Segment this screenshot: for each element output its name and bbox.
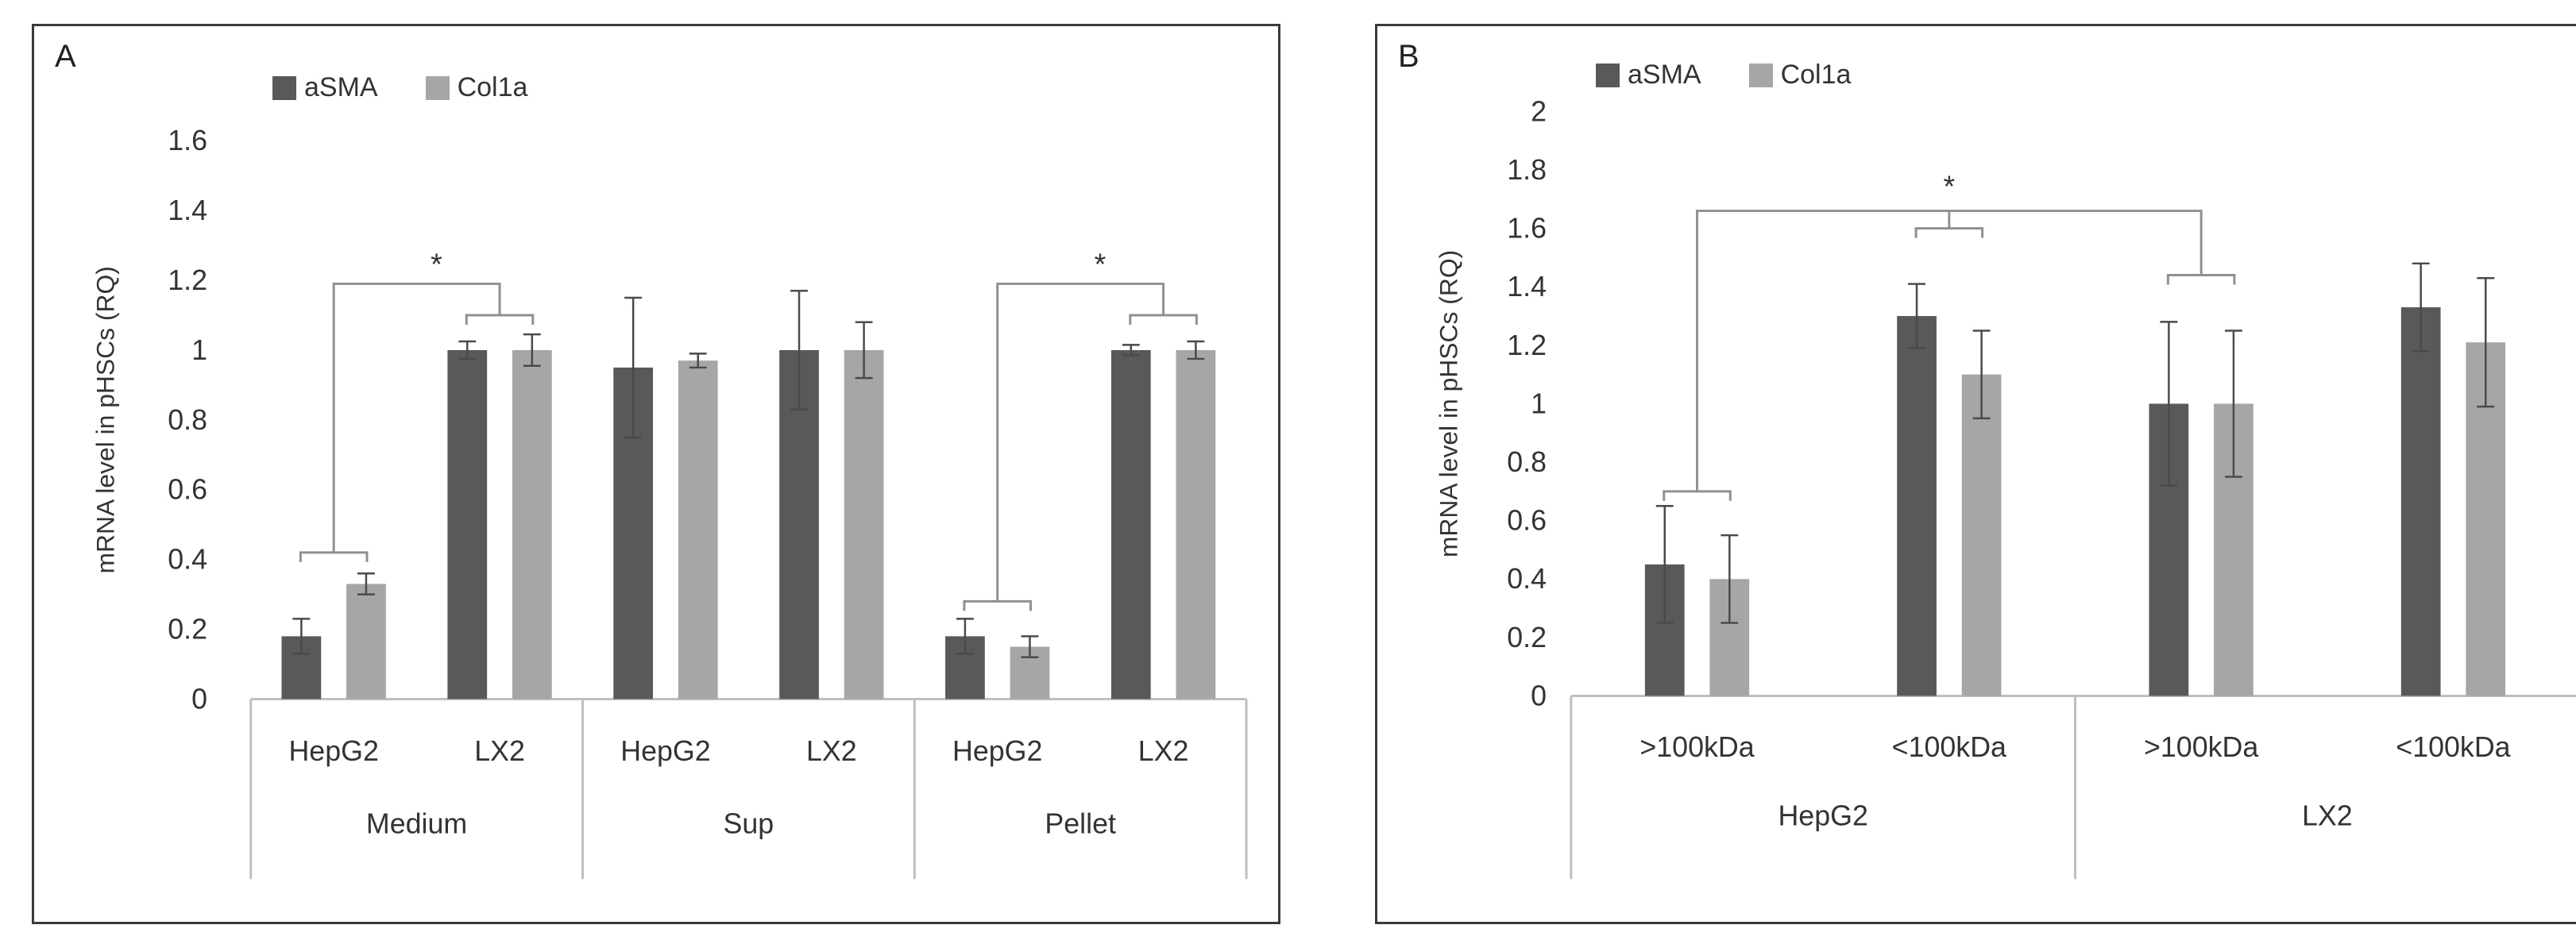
significance-star: * [431, 249, 442, 282]
x-category-label: LX2 [806, 735, 857, 767]
bar-col1a [346, 584, 386, 699]
legend-swatch-asma [1596, 63, 1620, 87]
significance-bracket [1663, 490, 1732, 501]
bar-asma [1110, 349, 1151, 699]
chart-a: 1.6 1.4 1.2 1 0.8 0.6 0.4 0.2 0 mRNA level in pHS… [91, 125, 1248, 880]
y-tick-label: 1.2 [168, 264, 207, 296]
bar-asma [1897, 316, 1937, 696]
x-category-label: HepG2 [620, 735, 710, 767]
legend-a: aSMA Col1a [272, 72, 575, 103]
y-tick-label: 0.4 [1507, 563, 1547, 595]
y-tick-label: 1.4 [1507, 271, 1547, 303]
bar-col1a [512, 349, 552, 699]
y-tick-label: 1.2 [1507, 329, 1547, 361]
panel-label-a: A [55, 39, 76, 74]
y-tick-label: 0.4 [168, 544, 207, 576]
y-tick-label: 0.8 [1507, 446, 1547, 478]
legend-b: aSMA Col1a [1596, 60, 1898, 91]
significance-bracket [465, 314, 535, 325]
x-category-label: HepG2 [288, 735, 378, 767]
x-category-label: <100kDa [1892, 731, 2006, 763]
x-category-label: HepG2 [952, 735, 1042, 767]
legend-swatch-col1a [425, 75, 450, 100]
y-axis-title: mRNA level in pHSCs (RQ) [91, 266, 120, 573]
y-tick-label: 1.6 [1507, 213, 1547, 245]
x-category-label: >100kDa [1639, 731, 1754, 763]
legend-item-asma: aSMA [1596, 60, 1701, 91]
significance-line [332, 282, 501, 553]
panel-b: 2 1.8 1.6 1.4 1.2 1 0.8 0.6 0.4 0.2 0 mRNA level in… [1375, 24, 2576, 924]
legend-label-asma: aSMA [304, 72, 378, 102]
y-tick-label: 0.2 [1507, 622, 1547, 653]
y-tick-label: 0.6 [168, 474, 207, 506]
y-tick-label: 1.8 [1507, 154, 1547, 186]
y-tick-label: 1 [1531, 387, 1547, 419]
significance-line [1696, 210, 2203, 491]
x-category-label: <100kDa [2396, 731, 2510, 763]
significance-line [996, 282, 1165, 602]
y-tick-label: 2 [1531, 95, 1547, 127]
legend-label-col1a: Col1a [1780, 60, 1852, 90]
panel-a: 1.6 1.4 1.2 1 0.8 0.6 0.4 0.2 0 mRNA level in pHS… [32, 24, 1280, 924]
y-tick-label: 1 [191, 334, 207, 366]
significance-bracket [1129, 314, 1198, 325]
significance-bracket [299, 551, 369, 562]
bar-col1a [1961, 374, 2002, 696]
y-tick-label: 1.4 [168, 195, 207, 226]
significance-star: * [1943, 171, 1955, 204]
x-group-label: Pellet [1045, 808, 1116, 840]
x-category-label: LX2 [1138, 735, 1189, 767]
y-tick-label: 0 [1531, 680, 1547, 711]
bar-col1a [678, 360, 718, 699]
bar-asma [447, 349, 488, 699]
y-tick-label: 0.6 [1507, 505, 1547, 537]
bar-asma [2400, 307, 2441, 696]
y-tick-label: 0.2 [168, 614, 207, 645]
legend-label-col1a: Col1a [457, 72, 528, 102]
legend-item-asma: aSMA [272, 72, 378, 103]
y-tick-label: 0 [191, 683, 207, 715]
legend-swatch-col1a [1748, 63, 1773, 87]
bar-col1a [1176, 349, 1216, 699]
panel-label-b: B [1398, 39, 1419, 74]
significance-bracket [963, 599, 1032, 611]
significance-star: * [1095, 249, 1106, 282]
significance-bracket [1914, 227, 1984, 238]
significance-bracket [2166, 274, 2236, 285]
x-group-label: Sup [724, 808, 774, 840]
x-group-label: Medium [366, 808, 467, 840]
y-tick-label: 0.8 [168, 404, 207, 436]
chart-b: 2 1.8 1.6 1.4 1.2 1 0.8 0.6 0.4 0.2 0 mRNA level in… [1435, 95, 2576, 880]
y-tick-label: 1.6 [168, 125, 207, 156]
x-group-label: LX2 [2302, 800, 2353, 832]
legend-swatch-asma [272, 75, 296, 100]
legend-item-col1a: Col1a [1748, 60, 1852, 91]
y-axis-title: mRNA level in pHSCs (RQ) [1435, 250, 1463, 557]
legend-item-col1a: Col1a [425, 72, 528, 103]
x-category-label: >100kDa [2144, 731, 2258, 763]
legend-label-asma: aSMA [1628, 60, 1701, 90]
x-group-label: HepG2 [1778, 800, 1867, 832]
x-category-label: LX2 [474, 735, 525, 767]
bar-col1a [844, 349, 884, 699]
